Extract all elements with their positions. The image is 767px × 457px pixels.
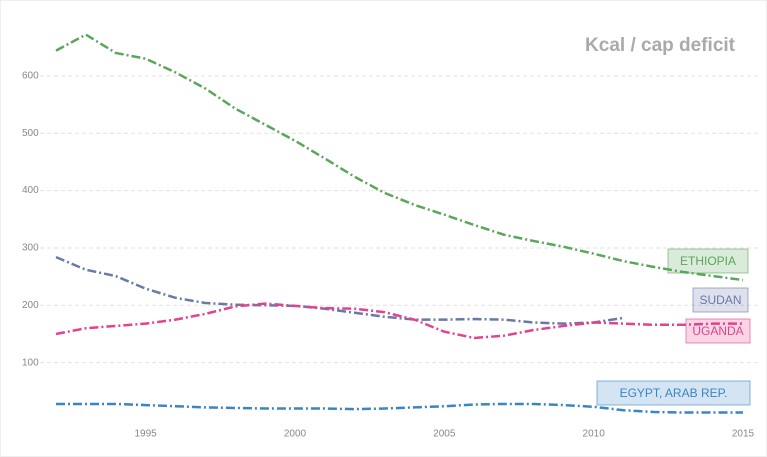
y-tick-label: 200 (22, 300, 39, 311)
legend-box (685, 318, 751, 344)
legend-label: SUDAN (699, 293, 741, 307)
legend-item: EGYPT, ARAB REP. (596, 380, 751, 406)
series-line (55, 33, 744, 282)
series-line (56, 402, 743, 414)
x-tick-label: 2015 (732, 429, 755, 440)
x-tick-label: 2000 (284, 429, 307, 440)
series-line (55, 255, 624, 325)
legend-box (596, 380, 751, 406)
x-tick-label: 2005 (433, 429, 456, 440)
y-tick-label: 100 (22, 357, 39, 368)
x-tick-label: 1995 (134, 429, 157, 440)
y-tick-label: 300 (22, 243, 39, 254)
y-tick-label: 600 (22, 71, 39, 82)
x-tick-label: 2010 (583, 429, 606, 440)
legend-label: UGANDA (692, 324, 743, 338)
legend-label: EGYPT, ARAB REP. (620, 386, 728, 400)
legend-box (667, 248, 749, 274)
y-tick-label: 400 (22, 185, 39, 196)
legend-item: ETHIOPIA (667, 248, 749, 274)
legend-item: UGANDA (685, 318, 751, 344)
legend-item: SUDAN (692, 287, 749, 313)
series-line (55, 302, 743, 340)
chart-title: Kcal / cap deficit (585, 35, 736, 56)
legend-label: ETHIOPIA (680, 254, 736, 268)
y-tick-label: 500 (22, 128, 39, 139)
legend-box (692, 287, 749, 313)
